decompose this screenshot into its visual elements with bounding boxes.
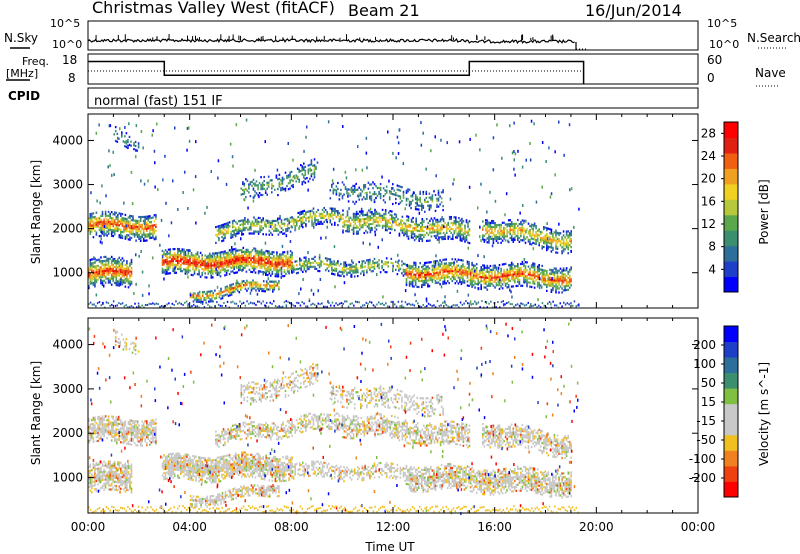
power-colorbar-swatch [724,276,738,293]
power-colorbar-swatch [724,168,738,185]
velocity-ytick-label: 1000 [52,471,83,485]
power-colorbar-frame [723,121,739,293]
velocity-colorbar-swatch [724,388,738,405]
velocity-colorbar-label: Velocity [m s^-1] [757,362,771,466]
velocity-colorbar-tick-label: 200 [693,338,716,352]
velocity-colorbar-tick-label: 50 [701,376,716,390]
velocity-colorbar-swatch [724,481,738,498]
nsearch-label: N.Search [747,31,800,45]
velocity-ytick-label: 2000 [52,426,83,440]
power-ytick-label: 1000 [52,266,83,280]
power-panel: 1000 2000 3000 4000 4 8 12 16 20 24 28 [52,113,739,309]
cpid-text: normal (fast) 151 IF [94,94,223,109]
nsky-right-tick-bottom: 10^0 [709,38,739,51]
velocity-colorbar-swatch [724,357,738,374]
power-colorbar-swatch [724,230,738,247]
power-colorbar-tick-label: 20 [701,172,716,186]
power-colorbar-tick-label: 16 [701,194,716,208]
power-colorbar-tick-label: 28 [701,126,716,140]
power-colorbar-swatch [724,261,738,278]
nsky-tick-bottom: 10^0 [52,38,82,51]
velocity-colorbar-tick-label: 15 [701,395,716,409]
power-ytick-label: 4000 [52,133,83,147]
velocity-colorbar-frame [723,325,739,498]
power-ytick-label: 2000 [52,222,83,236]
cpid-strip-frame [87,87,699,109]
velocity-colorbar-tick-label: -100 [689,452,716,466]
beam-label: Beam 21 [348,1,420,20]
power-colorbar-tick-label: 8 [708,240,716,254]
velocity-panel: 00:00 04:00 08:00 12:00 16:00 20:00 00:00 1000 2… [52,317,739,534]
velocity-colorbar-swatch [724,465,738,482]
freq-tick-bottom: 8 [68,71,76,85]
date-label: 16/Jun/2014 [585,1,682,20]
nsky-tick-top: 10^5 [50,17,80,30]
power-colorbar-tick-label: 12 [701,217,716,231]
nave-tick-bottom: 0 [707,71,715,85]
power-colorbar-swatch [724,214,738,231]
nsky-trace [87,34,587,50]
freq-label: Freq. [22,55,49,68]
xtick-label: 20:00 [579,520,614,534]
velocity-colorbar-swatch [724,372,738,389]
xtick-label: 04:00 [172,520,207,534]
power-colorbar-tick-label: 4 [708,262,716,276]
power-colorbar-tick-label: 24 [701,149,716,163]
nsky-strip-frame [87,20,699,51]
power-plot-area [88,114,698,308]
velocity-colorbar-swatch [724,450,738,467]
xtick-label: 08:00 [274,520,309,534]
cpid-label: CPID [8,89,40,103]
velocity-ytick-label: 3000 [52,382,83,396]
velocity-data-cells [88,322,579,516]
velocity-plot-area [88,318,698,513]
power-ytick-label: 3000 [52,178,83,192]
velocity-ylabel: Slant Range [km] [29,361,43,465]
power-colorbar-label: Power [dB] [757,179,771,244]
power-colorbar-swatch [724,152,738,169]
power-data-cells [88,118,580,309]
freq-strip-frame [87,53,699,85]
nave-label: Nave [755,66,786,80]
xtick-label: 00:00 [71,520,106,534]
station-title: Christmas Valley West (fitACF) [92,0,335,17]
velocity-colorbar-swatch [724,419,738,436]
power-colorbar-swatch [724,245,738,262]
velocity-colorbar-tick-label: 100 [693,357,716,371]
power-colorbar-swatch [724,183,738,200]
nsky-label: N.Sky [4,31,38,45]
freq-trace [88,60,585,84]
freq-tick-top: 18 [62,53,77,67]
power-colorbar-swatch [724,199,738,216]
velocity-colorbar-swatch [724,434,738,451]
velocity-colorbar-swatch [724,403,738,420]
velocity-colorbar-tick-label: -15 [696,414,716,428]
nsky-right-tick-top: 10^5 [707,17,737,30]
velocity-colorbar-tick-label: -200 [689,471,716,485]
power-colorbar-swatch [724,137,738,154]
xaxis-label: Time UT [364,540,415,554]
xtick-label: 16:00 [477,520,512,534]
xtick-label: 00:00 [681,520,716,534]
velocity-colorbar-swatch [724,341,738,358]
velocity-colorbar-swatch [724,326,738,342]
nave-tick-top: 60 [707,53,722,67]
freq-unit: [MHz] [6,67,38,80]
xtick-label: 12:00 [376,520,411,534]
velocity-ytick-label: 4000 [52,338,83,352]
power-colorbar-swatch [724,122,738,138]
velocity-colorbar-tick-label: -50 [696,433,716,447]
power-ylabel: Slant Range [km] [29,160,43,264]
